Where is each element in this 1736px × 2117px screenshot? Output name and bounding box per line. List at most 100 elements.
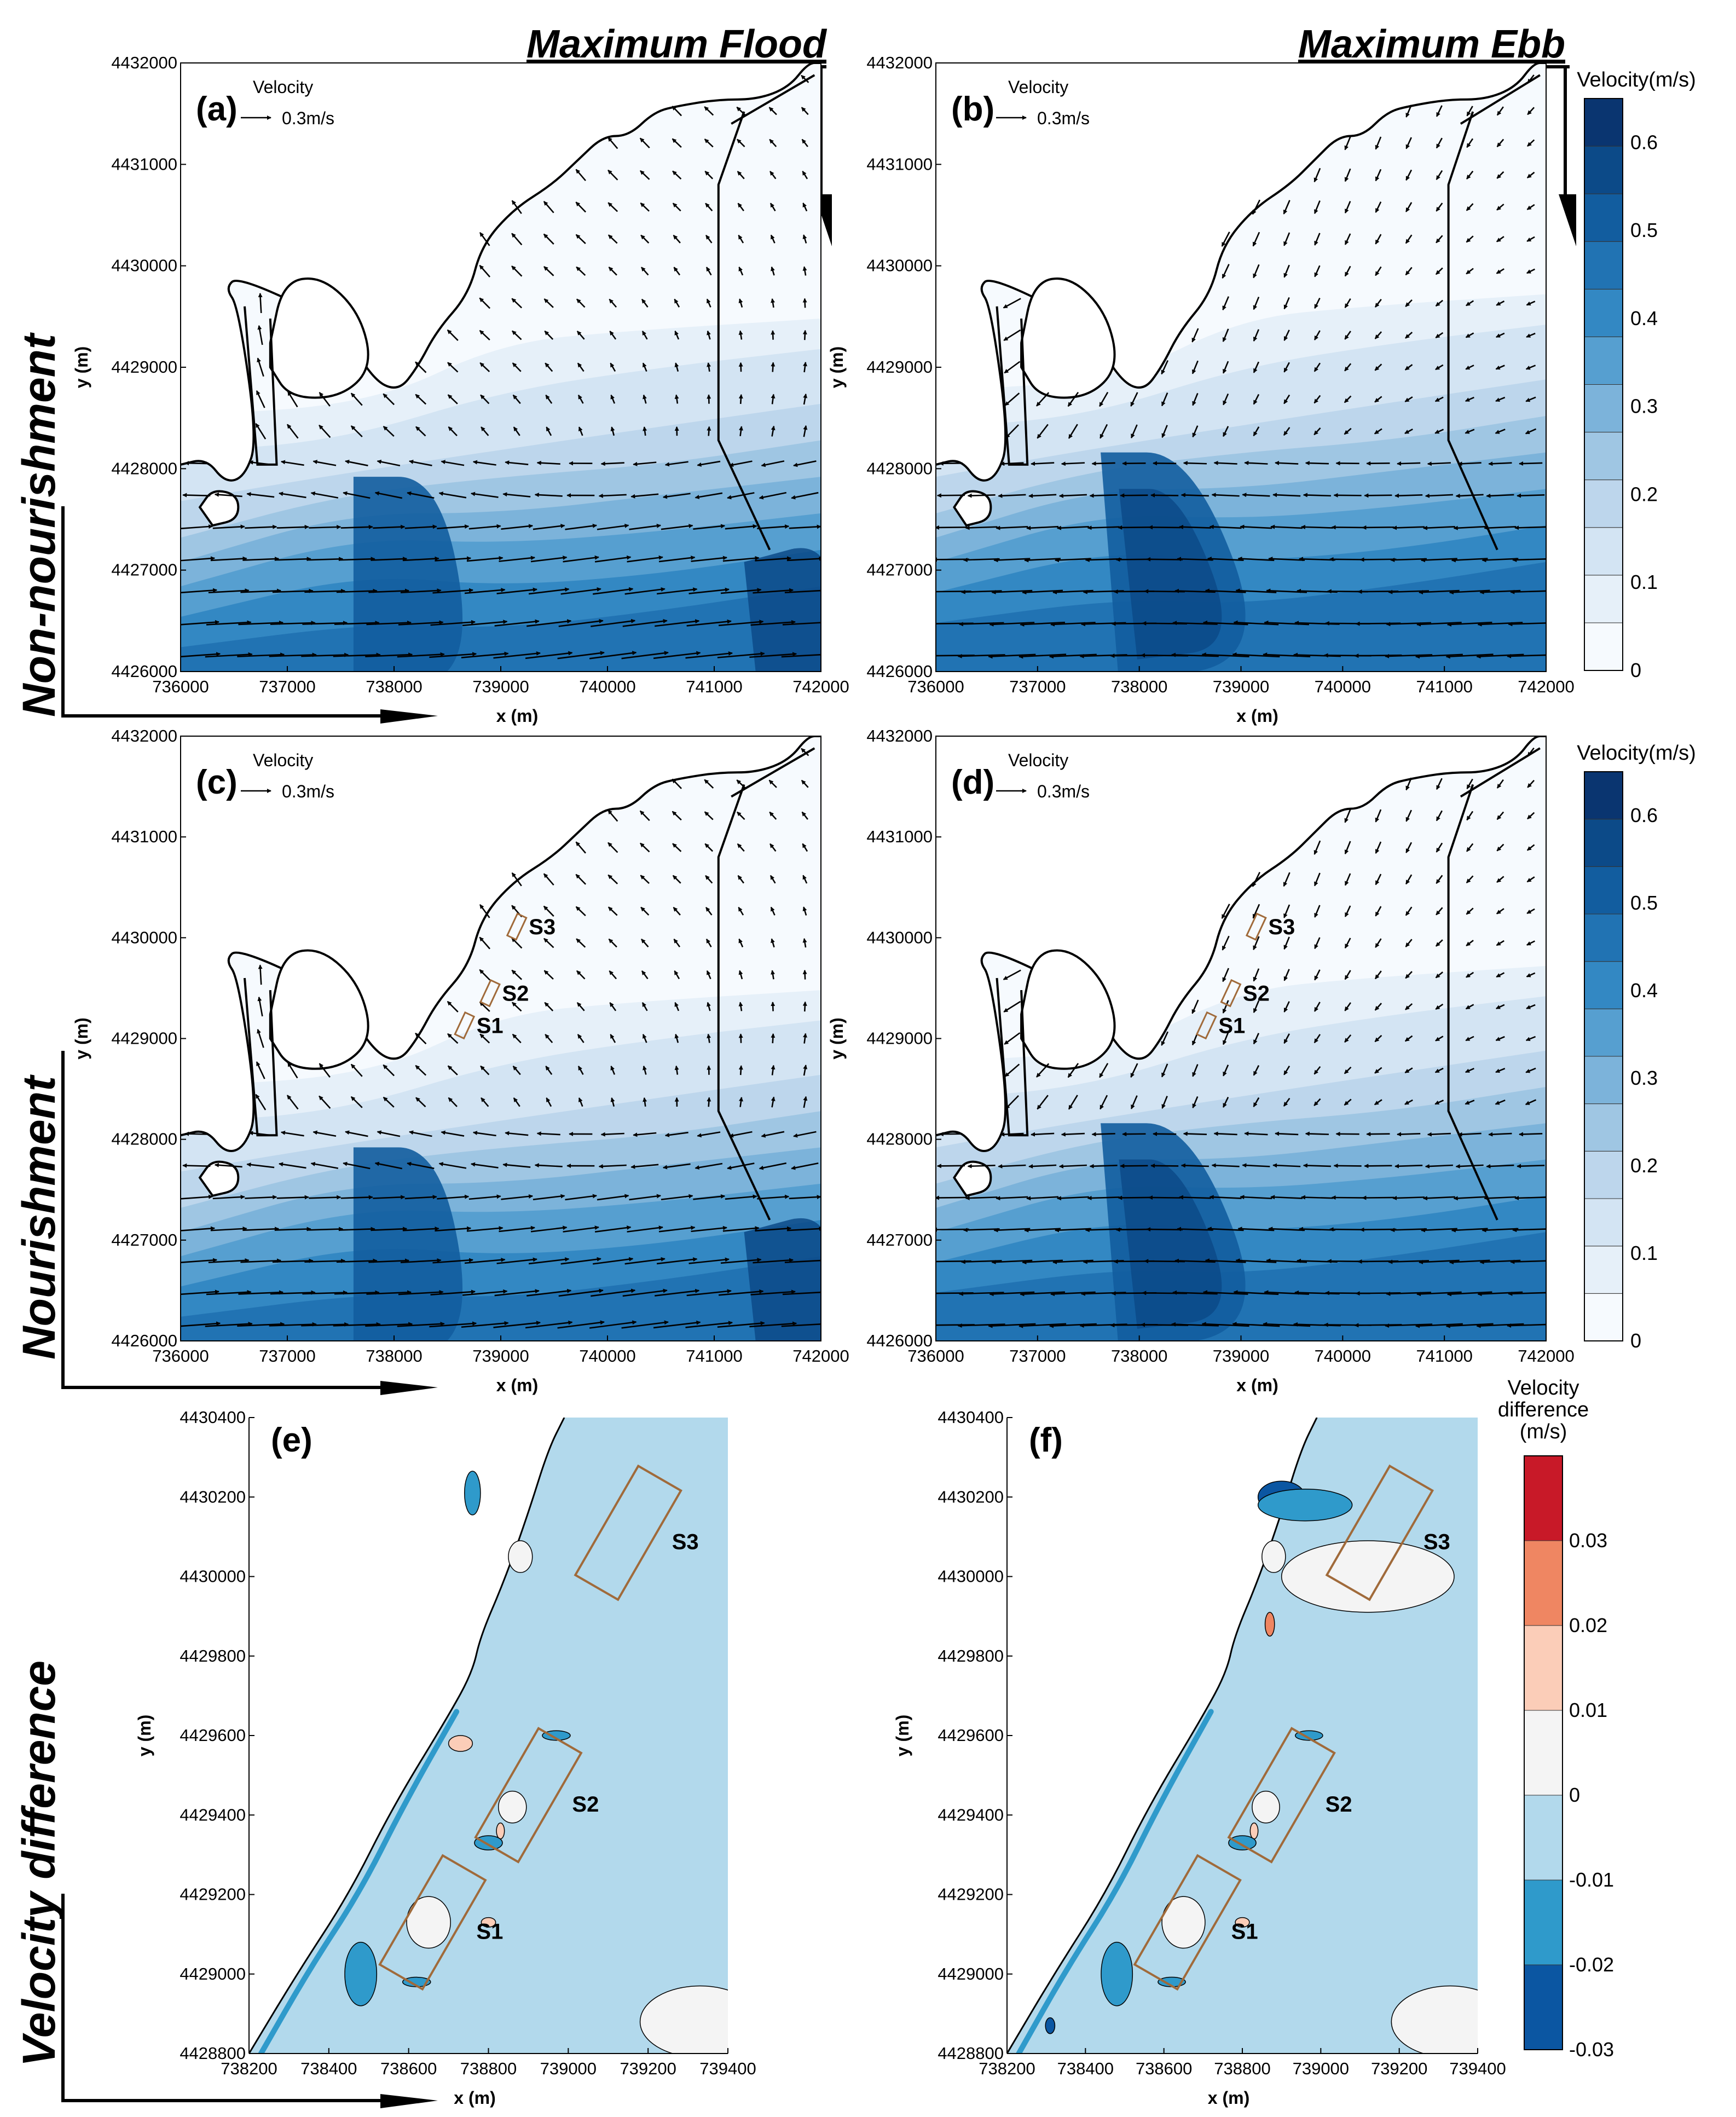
velocity-vector bbox=[1496, 908, 1504, 915]
colorbar-swatch bbox=[1524, 1795, 1563, 1881]
velocity-vector bbox=[755, 556, 792, 562]
velocity-vector bbox=[513, 426, 520, 436]
velocity-vector bbox=[287, 391, 298, 408]
velocity-vector bbox=[1222, 1000, 1229, 1014]
velocity-vector bbox=[1517, 493, 1545, 498]
velocity-vector bbox=[184, 461, 209, 466]
velocity-vector bbox=[1171, 652, 1219, 657]
velocity-vector bbox=[672, 778, 682, 789]
y-tick-label: 4429200 bbox=[938, 1885, 1004, 1904]
velocity-vector bbox=[1466, 940, 1474, 946]
velocity-vector bbox=[705, 235, 713, 244]
y-tick-label: 4429600 bbox=[180, 1726, 246, 1745]
velocity-vector bbox=[673, 235, 681, 244]
x-tick-label: 737000 bbox=[1009, 677, 1066, 696]
velocity-vector bbox=[377, 459, 401, 467]
velocity-vector bbox=[1221, 904, 1230, 919]
y-tick-label: 4432000 bbox=[111, 726, 177, 745]
difference-contour-patch bbox=[1045, 2017, 1056, 2034]
velocity-vector bbox=[1031, 1132, 1055, 1137]
x-tick-label: 738000 bbox=[366, 1346, 422, 1366]
velocity-vector bbox=[546, 1097, 552, 1107]
velocity-vector bbox=[609, 331, 617, 340]
velocity-vector bbox=[1392, 525, 1425, 530]
velocity-vector bbox=[1435, 971, 1443, 979]
velocity-vector bbox=[1525, 1099, 1537, 1106]
velocity-vector bbox=[1300, 524, 1333, 529]
site-label: S3 bbox=[529, 915, 555, 939]
reference-vector-title: Velocity bbox=[253, 750, 313, 770]
velocity-vector bbox=[801, 748, 809, 756]
velocity-vector bbox=[598, 1164, 627, 1169]
velocity-vector bbox=[543, 938, 554, 948]
velocity-vector bbox=[1223, 1096, 1229, 1108]
velocity-vector bbox=[1375, 136, 1382, 150]
velocity-vector bbox=[447, 394, 458, 404]
y-tick-label: 4430200 bbox=[938, 1487, 1004, 1506]
velocity-vector bbox=[526, 619, 572, 627]
velocity-vector bbox=[643, 1065, 647, 1075]
velocity-vector bbox=[686, 1289, 732, 1297]
y-tick-label: 4430000 bbox=[938, 1567, 1004, 1586]
velocity-vector bbox=[481, 426, 489, 436]
velocity-vector bbox=[672, 843, 682, 852]
velocity-vector bbox=[1283, 1097, 1291, 1107]
x-tick-label: 738400 bbox=[1057, 2059, 1114, 2078]
velocity-vector bbox=[1525, 365, 1536, 370]
velocity-vector bbox=[803, 1033, 807, 1044]
difference-contour-patch bbox=[496, 1823, 505, 1840]
velocity-vector bbox=[1404, 429, 1413, 435]
velocity-vector bbox=[1253, 329, 1260, 342]
velocity-vector bbox=[769, 811, 777, 820]
velocity-vector bbox=[1466, 268, 1474, 275]
velocity-vector bbox=[464, 588, 506, 594]
velocity-vector bbox=[600, 1132, 624, 1137]
velocity-vector bbox=[1019, 653, 1067, 659]
velocity-vector bbox=[643, 394, 647, 404]
velocity-vector bbox=[1397, 1132, 1421, 1137]
velocity-vector bbox=[693, 1194, 726, 1200]
velocity-vector bbox=[1496, 843, 1504, 852]
y-tick-label: 4430000 bbox=[866, 928, 933, 947]
velocity-vector bbox=[771, 298, 776, 308]
velocity-vector bbox=[607, 234, 618, 244]
velocity-vector bbox=[1344, 298, 1351, 309]
velocity-vector bbox=[448, 426, 458, 437]
colorbar-swatch bbox=[1584, 384, 1623, 433]
velocity-vector bbox=[1067, 391, 1079, 407]
velocity-vector bbox=[1344, 1066, 1352, 1074]
y-tick-label: 4429000 bbox=[180, 1964, 246, 1983]
velocity-vector bbox=[1453, 525, 1486, 530]
velocity-vector bbox=[1374, 331, 1382, 339]
velocity-vector bbox=[543, 266, 554, 276]
velocity-vector bbox=[258, 293, 263, 313]
velocity-vector bbox=[409, 459, 432, 466]
velocity-vector bbox=[1221, 232, 1230, 247]
velocity-vector bbox=[205, 1321, 253, 1327]
velocity-vector bbox=[672, 170, 682, 180]
velocity-vector bbox=[383, 1096, 395, 1108]
velocity-vector bbox=[1313, 395, 1321, 404]
velocity-vector bbox=[493, 1321, 541, 1328]
velocity-vector bbox=[655, 1288, 700, 1297]
velocity-vector bbox=[1283, 904, 1291, 918]
velocity-vector bbox=[738, 938, 744, 947]
site-box bbox=[506, 912, 528, 941]
y-tick-label: 4429800 bbox=[180, 1646, 246, 1665]
velocity-vector bbox=[578, 426, 583, 436]
velocity-vector bbox=[630, 493, 659, 499]
velocity-vector bbox=[1527, 74, 1535, 84]
velocity-vector bbox=[967, 493, 996, 498]
velocity-vector bbox=[802, 234, 807, 244]
velocity-vector bbox=[704, 106, 714, 116]
velocity-vector bbox=[641, 970, 649, 980]
velocity-vector bbox=[771, 1096, 776, 1108]
y-tick-label: 4429000 bbox=[111, 1029, 177, 1048]
velocity-vector bbox=[661, 1194, 693, 1200]
velocity-vector bbox=[1253, 264, 1260, 279]
column-title-flood: Maximum Flood bbox=[526, 22, 828, 66]
difference-contour-patch bbox=[1262, 1540, 1286, 1573]
velocity-vector bbox=[1020, 1291, 1065, 1297]
velocity-vector bbox=[1434, 396, 1444, 402]
colorbar-swatch bbox=[1584, 1008, 1623, 1057]
